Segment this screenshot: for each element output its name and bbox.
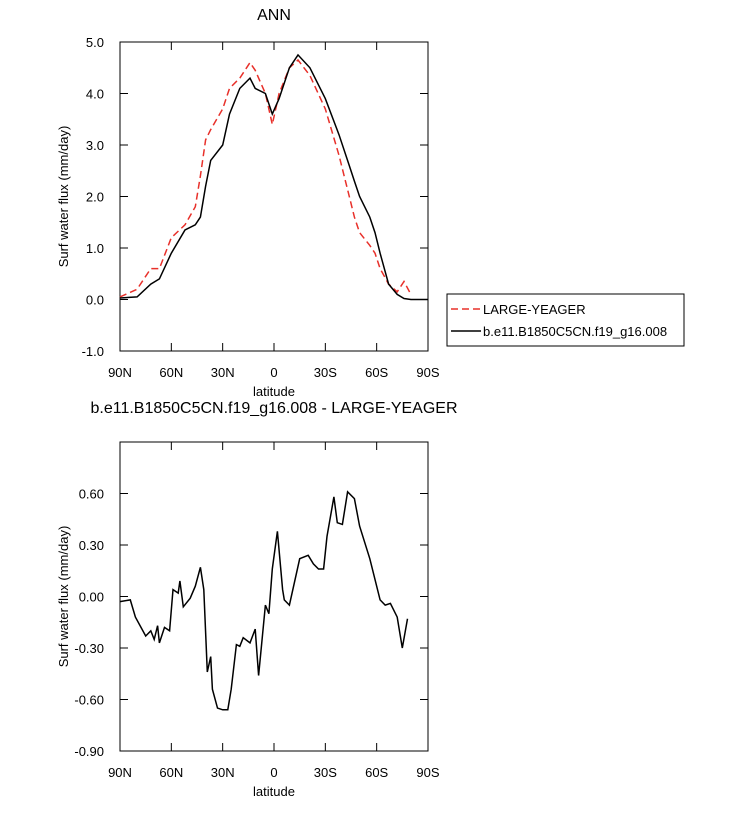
x-tick-label: 30N [211,765,235,780]
x-tick-label: 0 [270,365,277,380]
y-axis-label: Surf water flux (mm/day) [56,126,71,268]
legend-label: b.e11.B1850C5CN.f19_g16.008 [483,324,667,339]
x-tick-label: 90S [416,365,439,380]
y-tick-label: -0.60 [74,693,104,708]
x-tick-label: 30N [211,365,235,380]
legend-label: LARGE-YEAGER [483,302,586,317]
x-tick-label: 60N [159,765,183,780]
chart-title: ANN [257,7,291,24]
y-tick-label: 1.0 [86,241,104,256]
y-tick-label: 3.0 [86,138,104,153]
y-tick-label: -1.0 [82,344,104,359]
data-line [119,490,409,711]
y-tick-label: 2.0 [86,190,104,205]
x-tick-label: 60S [365,365,388,380]
x-tick-label: 30S [314,365,337,380]
x-tick-label: 30S [314,765,337,780]
y-axis-label: Surf water flux (mm/day) [56,526,71,668]
y-tick-label: 0.60 [79,487,104,502]
legend-box [446,293,685,347]
x-tick-label: 90S [416,765,439,780]
y-tick-label: 0.00 [79,590,104,605]
data-line [119,58,412,298]
x-tick-label: 0 [270,765,277,780]
y-tick-label: 0.30 [79,538,104,553]
y-tick-label: 0.0 [86,293,104,308]
x-tick-label: 60N [159,365,183,380]
y-tick-label: -0.30 [74,641,104,656]
y-tick-label: -0.90 [74,744,104,759]
plot-frame [119,441,429,752]
x-axis-label: latitude [253,384,295,399]
chart-title: b.e11.B1850C5CN.f19_g16.008 - LARGE-YEAG… [90,400,457,417]
y-tick-label: 4.0 [86,87,104,102]
x-tick-label: 90N [108,765,132,780]
x-tick-label: 90N [108,365,132,380]
y-tick-label: 5.0 [86,35,104,50]
x-tick-label: 60S [365,765,388,780]
data-line [119,53,428,301]
plot-frame [119,41,429,352]
x-axis-label: latitude [253,784,295,799]
